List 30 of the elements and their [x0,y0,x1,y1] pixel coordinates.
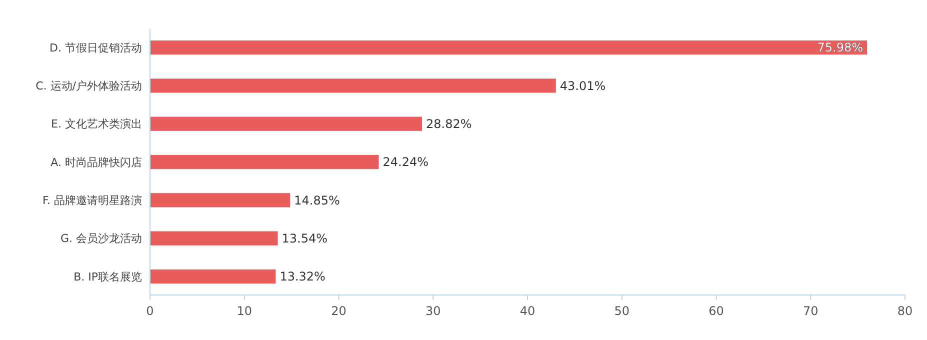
bar [150,193,290,208]
bar [150,116,422,131]
x-tick-label: 30 [425,304,441,318]
y-tick-label: F. 品牌邀请明星路演 [42,194,142,208]
bar [150,231,278,246]
x-tick-label: 20 [331,304,346,318]
bar [150,269,276,284]
x-tick-label: 40 [520,304,536,318]
y-tick-label: B. IP联名展览 [74,270,142,284]
bar [150,154,379,170]
data-label: 75.98% [817,40,864,55]
bar [150,40,868,55]
y-tick-label: E. 文化艺术类演出 [51,118,142,131]
data-label: 13.54% [282,232,328,246]
x-tick-label: 70 [802,304,818,318]
data-label: 24.24% [382,155,429,170]
x-tick-label: 0 [146,304,154,318]
data-label: 43.01% [560,78,606,93]
bar [150,78,556,93]
y-tick-label: C. 运动/户外体验活动 [36,80,142,93]
x-tick-label: 60 [708,304,724,318]
data-label: 14.85% [294,193,340,208]
data-label: 13.32% [280,270,326,284]
y-tick-label: D. 节假日促销活动 [50,41,142,54]
y-tick-label: G. 会员沙龙活动 [60,232,142,246]
x-tick-label: 50 [614,304,630,318]
data-label: 28.82% [426,117,472,132]
x-tick-label: 80 [897,304,913,318]
y-tick-label: A. 时尚品牌快闪店 [50,156,142,169]
x-tick-label: 10 [236,304,252,318]
